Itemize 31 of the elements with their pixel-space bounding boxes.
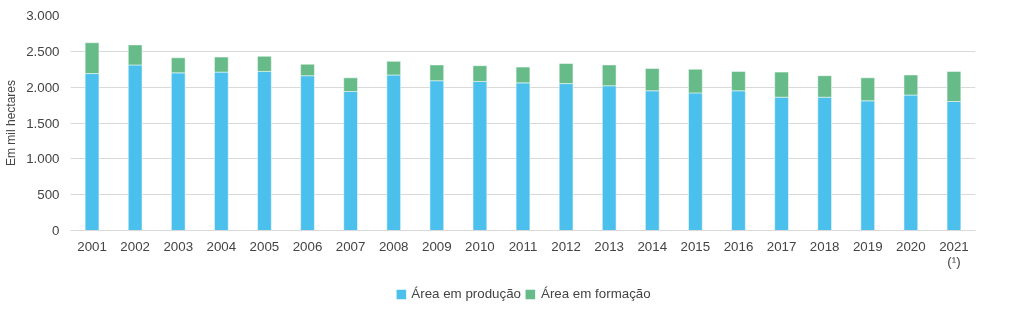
x-tick-label: 2009 (421, 238, 452, 254)
y-axis-title: Em mil hectares (4, 79, 19, 167)
category-label: 2021 (¹) (939, 238, 969, 270)
x-tick-label: 2006 (292, 238, 323, 254)
y-tick-label: 500 (37, 187, 60, 203)
y-tick-label: 2.500 (26, 43, 60, 59)
legend-label: Área em produção (411, 286, 522, 301)
y-tick-label: 2.000 (26, 79, 60, 95)
x-tick-label: 2001 (77, 238, 107, 254)
x-tick-label: 2010 (465, 238, 495, 254)
x-tick-label: 2011 (508, 238, 538, 254)
x-tick-label: 2012 (551, 238, 581, 254)
x-tick-label: 2003 (163, 238, 194, 254)
x-tick-label: 2004 (206, 238, 237, 254)
x-tick-label: 2018 (809, 238, 840, 254)
x-tick-label: 2013 (594, 238, 625, 254)
x-tick-label: 2015 (680, 238, 711, 254)
x-tick-label: 2019 (852, 238, 883, 254)
x-tick-label: 2020 (896, 238, 926, 254)
x-tick-label: 2007 (335, 238, 366, 254)
y-tick-label: 0 (52, 223, 60, 238)
x-tick-label: 2017 (766, 238, 797, 254)
x-tick-label: 2016 (723, 238, 754, 254)
y-tick-label: 1.500 (26, 115, 60, 131)
x-tick-label: 2005 (249, 238, 280, 254)
x-tick-label: 2008 (378, 238, 409, 254)
legend-label: Área em formação (541, 286, 651, 301)
y-tick-label: 3.000 (26, 8, 60, 23)
y-tick-label: 1.000 (26, 151, 60, 167)
x-tick-label: 2014 (637, 238, 668, 254)
x-tick-label: 2002 (120, 238, 150, 254)
